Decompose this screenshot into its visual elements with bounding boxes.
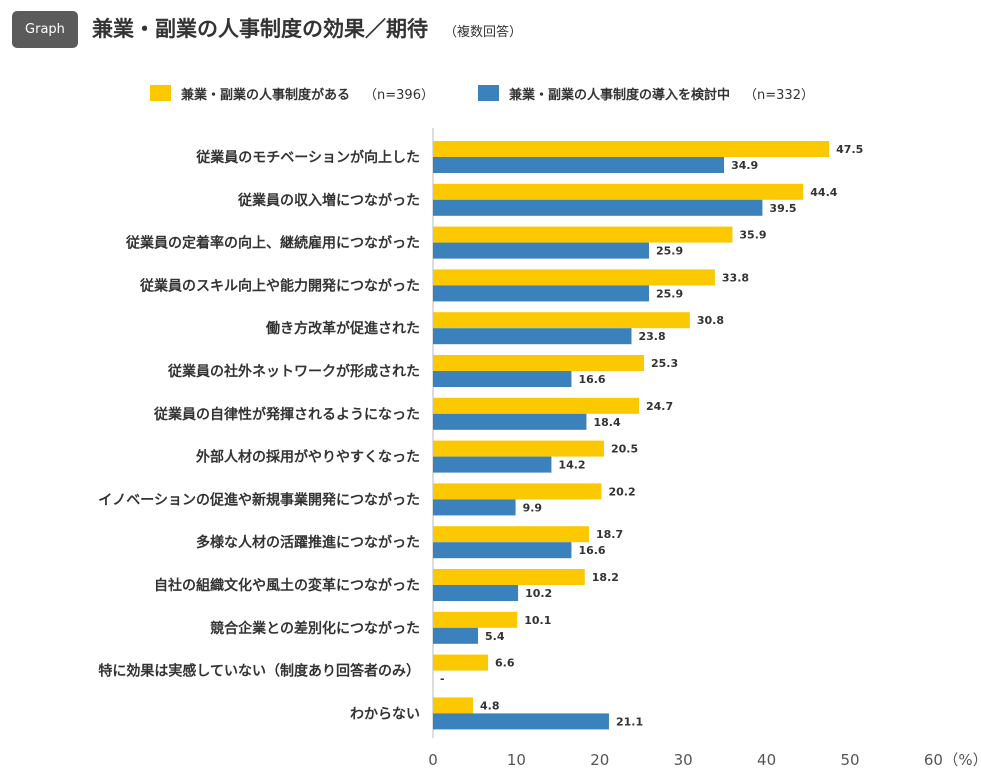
bar-series1 xyxy=(433,483,602,500)
legend-item-series2: 兼業・副業の人事制度の導入を検討中 （n=332） xyxy=(478,82,814,104)
bar-series1 xyxy=(433,654,489,671)
data-label-series1: 4.8 xyxy=(480,699,500,712)
data-label-series2: 34.9 xyxy=(731,159,758,172)
x-tick-label: 10 xyxy=(507,751,526,769)
chart-note: （複数回答） xyxy=(444,25,523,40)
bar-series1 xyxy=(433,355,645,371)
category-label: イノベーションの促進や新規事業開発につながった xyxy=(98,491,420,508)
chart-title-text: 兼業・副業の人事制度の効果／期待 xyxy=(92,17,428,41)
data-label-series2: 39.5 xyxy=(769,202,796,215)
data-label-series2: - xyxy=(440,673,445,686)
category-label: 従業員のスキル向上や能力開発につながった xyxy=(139,277,420,294)
data-label-series1: 47.5 xyxy=(836,143,863,156)
category-label: 従業員の定着率の向上、継続雇用につながった xyxy=(125,235,420,252)
bar-series1 xyxy=(433,526,589,543)
bar-series2 xyxy=(433,285,650,302)
legend-label-series2: 兼業・副業の人事制度の導入を検討中 xyxy=(509,87,731,103)
legend-item-series1: 兼業・副業の人事制度がある （n=396） xyxy=(150,82,434,104)
data-label-series1: 10.1 xyxy=(524,614,551,627)
bar-series2 xyxy=(433,456,552,473)
data-label-series2: 25.9 xyxy=(656,245,683,258)
x-unit-label: （%） xyxy=(943,751,981,769)
data-label-series1: 24.7 xyxy=(646,400,673,413)
x-tick-label: 30 xyxy=(674,751,693,769)
category-label: 外部人材の採用がやりやすくなった xyxy=(196,449,420,466)
bar-series1 xyxy=(433,697,474,714)
legend-n-series2: （n=332） xyxy=(744,87,814,103)
data-label-series1: 33.8 xyxy=(722,271,749,284)
data-label-series2: 21.1 xyxy=(616,715,643,728)
data-label-series1: 6.6 xyxy=(495,657,515,670)
bar-series2 xyxy=(433,199,763,216)
legend-swatch-series2 xyxy=(478,85,499,101)
x-tick-label: 20 xyxy=(590,751,609,769)
data-label-series1: 18.7 xyxy=(596,528,623,541)
bar-series2 xyxy=(433,713,609,730)
category-label: 働き方改革が促進された xyxy=(265,320,420,337)
chart-title: 兼業・副業の人事制度の効果／期待 （複数回答） xyxy=(92,15,522,47)
data-label-series1: 30.8 xyxy=(697,314,724,327)
bar-series2 xyxy=(433,371,572,387)
bar-series2 xyxy=(433,585,519,601)
data-label-series2: 25.9 xyxy=(656,287,683,300)
category-label: 特に効果は実感していない（制度あり回答者のみ） xyxy=(98,663,420,680)
data-label-series2: 9.9 xyxy=(523,501,543,514)
bar-series1 xyxy=(433,141,830,157)
data-label-series1: 20.2 xyxy=(608,485,635,498)
category-label: 従業員の収入増につながった xyxy=(237,192,420,209)
data-label-series1: 25.3 xyxy=(651,357,678,370)
bar-series1 xyxy=(433,440,604,457)
bar-series1 xyxy=(433,611,518,628)
legend-swatch-series1 xyxy=(150,85,171,101)
bar-series2 xyxy=(433,157,725,173)
data-label-series2: 16.6 xyxy=(578,544,605,557)
bar-series2 xyxy=(433,499,516,516)
data-label-series2: 23.8 xyxy=(638,330,665,343)
category-label: 従業員の社外ネットワークが形成された xyxy=(167,363,420,380)
category-label: わからない xyxy=(350,706,420,722)
data-label-series1: 44.4 xyxy=(810,186,837,199)
category-label: 従業員のモチベーションが向上した xyxy=(195,149,420,166)
bar-series2 xyxy=(433,242,650,259)
category-label: 従業員の自律性が発揮されるようになった xyxy=(153,406,420,423)
graph-badge: Graph xyxy=(12,11,78,48)
bar-series1 xyxy=(433,569,585,585)
data-label-series1: 35.9 xyxy=(739,229,766,242)
x-tick-label: 60 xyxy=(924,751,943,769)
bar-series1 xyxy=(433,269,715,286)
bar-series1 xyxy=(433,312,690,329)
bar-series1 xyxy=(433,226,733,243)
bar-series2 xyxy=(433,627,479,644)
data-label-series2: 5.4 xyxy=(485,630,505,643)
bar-series1 xyxy=(433,397,639,414)
category-label: 競合企業との差別化につながった xyxy=(210,620,420,637)
bar-series2 xyxy=(433,542,572,559)
data-label-series2: 16.6 xyxy=(578,373,605,386)
category-label: 多様な人材の活躍推進につながった xyxy=(196,534,420,551)
legend-n-series1: （n=396） xyxy=(364,87,434,103)
bar-series2 xyxy=(433,328,632,345)
data-label-series2: 10.2 xyxy=(525,587,552,600)
data-label-series1: 20.5 xyxy=(611,443,638,456)
category-label: 自社の組織文化や風土の変革につながった xyxy=(154,577,420,594)
data-label-series1: 18.2 xyxy=(592,571,619,584)
x-tick-label: 40 xyxy=(757,751,776,769)
data-label-series2: 14.2 xyxy=(558,459,585,472)
data-label-series2: 18.4 xyxy=(593,416,620,429)
bar-series2 xyxy=(433,413,587,430)
x-tick-label: 0 xyxy=(428,751,438,769)
bar-series1 xyxy=(433,183,804,200)
x-tick-label: 50 xyxy=(840,751,859,769)
legend-label-series1: 兼業・副業の人事制度がある xyxy=(181,87,351,103)
